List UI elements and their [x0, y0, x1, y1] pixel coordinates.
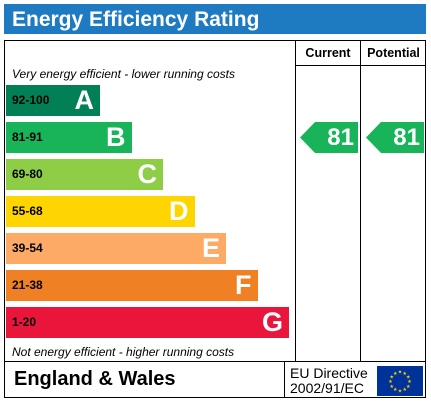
eu-flag-icon: ★ ★ ★ ★ ★ ★ ★ ★ ★ ★ ★ ★	[377, 366, 423, 396]
footer-divider	[4, 361, 426, 362]
eu-star-icon: ★	[393, 371, 398, 377]
potential-column-header: Potential	[367, 46, 420, 60]
band-a: 92-100 A	[6, 85, 100, 116]
current-column-header: Current	[305, 46, 351, 60]
eu-star-icon: ★	[393, 387, 398, 393]
current-rating-value: 81	[327, 124, 354, 151]
current-arrow-shape	[300, 122, 358, 153]
eu-star-icon: ★	[406, 384, 411, 390]
band-range-label: 39-54	[12, 241, 43, 255]
potential-column-divider	[360, 40, 361, 362]
eu-star-icon: ★	[406, 374, 411, 380]
eu-star-icon: ★	[398, 370, 403, 376]
band-d: 55-68 D	[6, 196, 195, 227]
band-c: 69-80 C	[6, 159, 163, 190]
band-letter: A	[74, 85, 95, 115]
band-letter: E	[201, 233, 220, 263]
potential-arrow-shape	[366, 122, 424, 153]
band-e: 39-54 E	[6, 233, 226, 264]
eu-directive-label: EU Directive 2002/91/EC	[290, 366, 368, 396]
potential-rating-value: 81	[393, 124, 420, 151]
band-letter: C	[137, 159, 158, 189]
band-letter: F	[235, 270, 252, 300]
band-b: 81-91 B	[6, 122, 132, 153]
eu-directive-line2: 2002/91/EC	[290, 380, 364, 396]
band-range-label: 1-20	[12, 315, 37, 329]
eu-star-icon: ★	[407, 379, 412, 385]
bottom-efficiency-note: Not energy efficient - higher running co…	[12, 345, 235, 359]
eu-flag-stars: ★ ★★★★★★★★★★★	[388, 370, 412, 395]
footer-column-divider	[284, 361, 285, 398]
band-letter: G	[261, 307, 283, 337]
page-title: Energy Efficiency Rating	[4, 4, 426, 34]
top-efficiency-note: Very energy efficient - lower running co…	[12, 67, 235, 81]
potential-rating-arrow: 81	[366, 122, 424, 153]
country-label: England & Wales	[14, 368, 176, 390]
band-range-label: 55-68	[12, 204, 43, 218]
current-rating-arrow: 81	[300, 122, 358, 153]
band-g: 1-20 G	[6, 307, 289, 338]
eu-star-icon: ★	[390, 384, 395, 390]
rating-frame	[4, 40, 426, 398]
band-f: 21-38 F	[6, 270, 258, 301]
current-column-divider	[295, 40, 296, 362]
column-header-divider	[295, 65, 426, 66]
eu-star-icon: ★	[398, 389, 403, 395]
eu-star-icon: ★	[403, 387, 408, 393]
eu-directive-line1: EU Directive	[290, 365, 368, 381]
eu-star-icon: ★	[388, 379, 393, 385]
band-letter: B	[106, 122, 126, 152]
band-range-label: 81-91	[12, 130, 43, 144]
band-letter: D	[169, 196, 189, 226]
band-range-label: 69-80	[12, 167, 43, 181]
eu-star-icon: ★	[403, 371, 408, 377]
band-range-label: 21-38	[12, 278, 43, 292]
band-range-label: 92-100	[12, 93, 50, 107]
eu-star-icon: ★	[390, 374, 395, 380]
